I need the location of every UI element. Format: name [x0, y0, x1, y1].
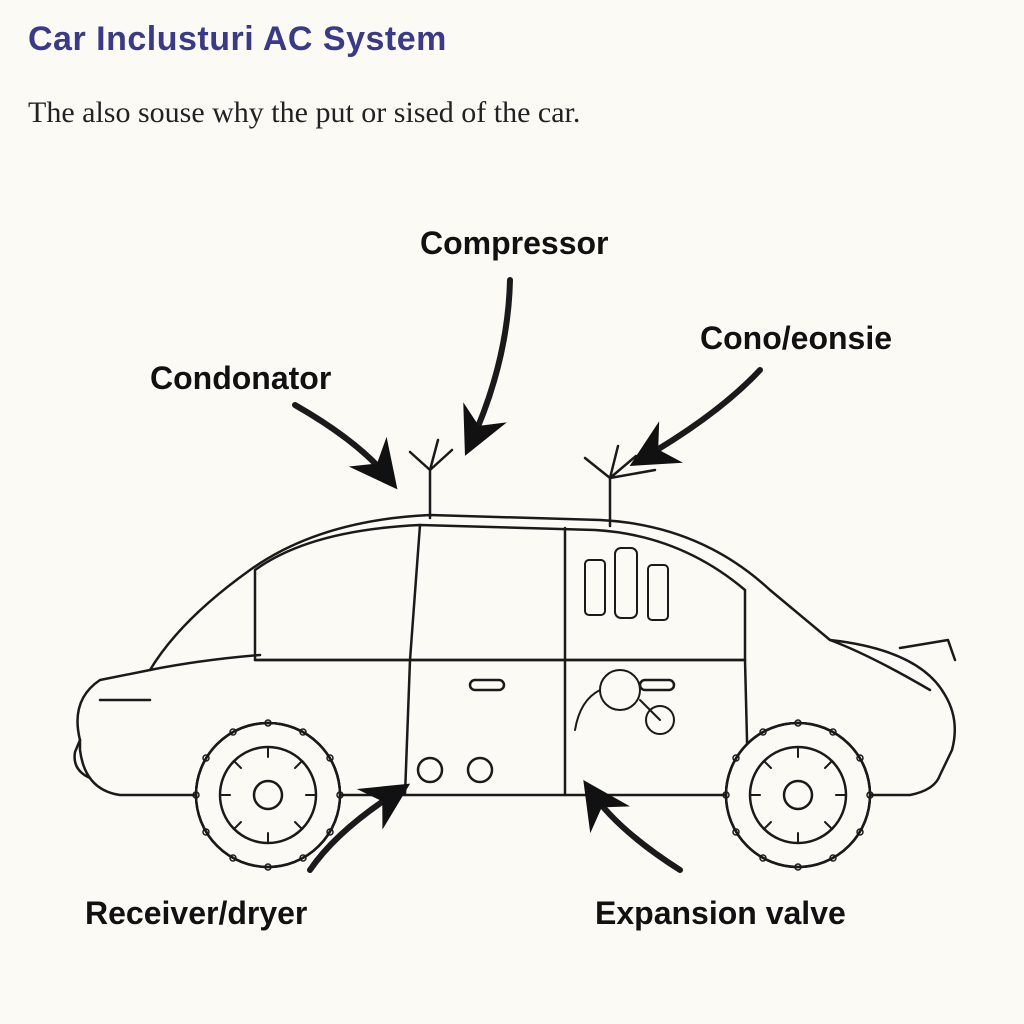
front-wheel-icon	[193, 720, 343, 870]
car-illustration	[75, 440, 955, 870]
label-text: Compressor	[420, 225, 609, 261]
page-root: Car Inclusturi AC System The also souse …	[0, 0, 1024, 1024]
label-compressor: Compressor	[420, 225, 609, 262]
label-text: Expansion valve	[595, 895, 846, 931]
interior-components-icon	[575, 548, 674, 734]
label-text: Cono/eonsie	[700, 320, 892, 356]
label-expansion-valve: Expansion valve	[595, 895, 846, 932]
label-cone-eonsie: Cono/eonsie	[700, 320, 892, 357]
label-condonator: Condonator	[150, 360, 331, 397]
rear-wheel-icon	[723, 720, 873, 870]
car-diagram	[0, 0, 1024, 1024]
label-arrows	[295, 280, 760, 870]
label-text: Condonator	[150, 360, 331, 396]
label-text: Receiver/dryer	[85, 895, 307, 931]
label-receiver-dryer: Receiver/dryer	[85, 895, 307, 932]
roof-component-left-icon	[410, 440, 452, 518]
